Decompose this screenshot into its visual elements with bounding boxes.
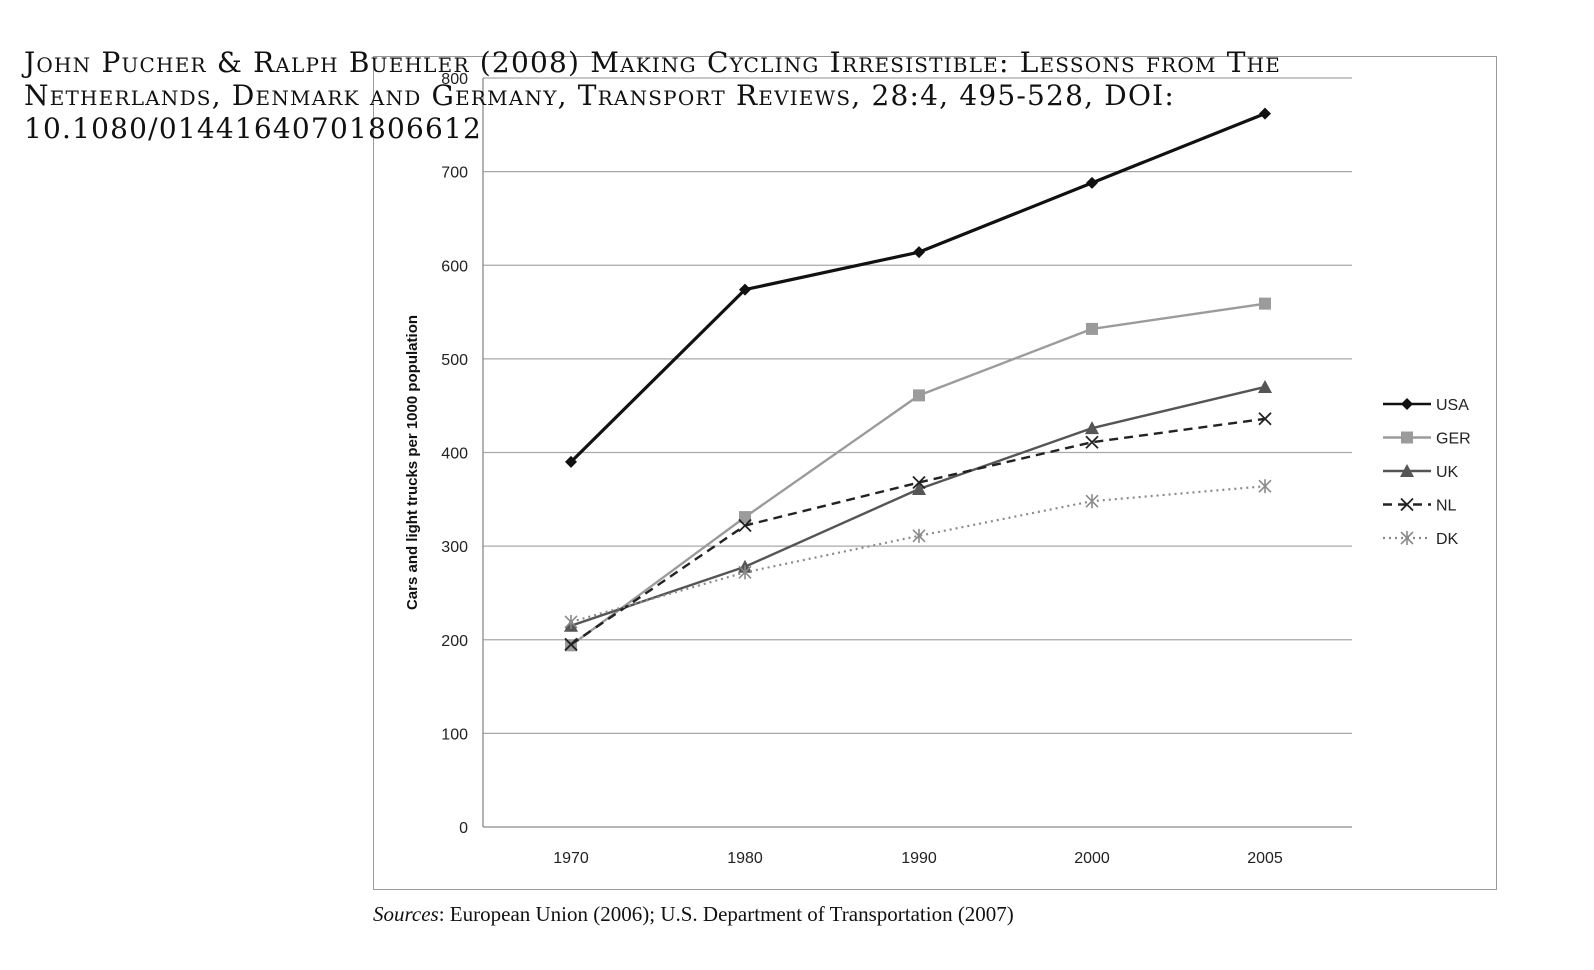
legend-marker-dk: [1400, 531, 1414, 545]
series-line-ger: [570, 302, 1266, 647]
series-ger: [565, 297, 1271, 652]
x-tick-label-2005: 2005: [1247, 850, 1283, 867]
legend-marker-usa: [1401, 398, 1413, 410]
x-tick-label-2000: 2000: [1074, 850, 1110, 867]
legend-item-dk: DK: [1383, 531, 1459, 548]
y-tick-label-0: 0: [459, 820, 468, 837]
point-nl-2000-stroke-b: [1085, 435, 1099, 449]
point-nl-2000: [1085, 435, 1099, 449]
legend-item-uk: UK: [1383, 464, 1459, 481]
legend-marker-nl-stroke-b: [1400, 497, 1414, 512]
point-usa-2005: [1259, 107, 1271, 120]
y-tick-label-600: 600: [441, 258, 468, 275]
point-ger-2000: [1086, 322, 1098, 335]
point-dk-1990: [912, 528, 926, 543]
citation-line-3: 10.1080/01441640701806612: [24, 112, 483, 145]
point-usa-1980: [739, 283, 751, 296]
y-tick-label-100: 100: [441, 726, 468, 743]
chart-frame: [373, 56, 1497, 890]
series-line-uk: [570, 385, 1266, 627]
point-nl-1970: [564, 637, 578, 652]
legend-item-usa: USA: [1383, 397, 1469, 414]
point-uk-2000: [1085, 421, 1099, 435]
point-usa-1990: [913, 246, 925, 259]
legend-label-nl: NL: [1436, 498, 1457, 515]
grid-layer: [483, 77, 1352, 734]
point-nl-1980: [738, 518, 752, 533]
axis-layer: 0 100 200 300 400 500 600 700 800 1970 1980 1990 200…: [404, 71, 1352, 867]
legend-label-ger: GER: [1436, 431, 1471, 448]
point-ger-1980: [739, 511, 751, 524]
y-tick-label-400: 400: [441, 446, 468, 463]
series-line-dk: [570, 485, 1266, 624]
legend-label-usa: USA: [1436, 397, 1469, 414]
point-usa-1970: [565, 455, 577, 468]
legend-marker-nl: [1400, 497, 1414, 512]
legend-label-uk: UK: [1436, 464, 1459, 481]
y-tick-label-300: 300: [441, 539, 468, 556]
point-nl-1970-stroke-b: [564, 637, 578, 652]
series-line-usa: [569, 112, 1266, 463]
legend: USA GER UK NL DK: [1383, 397, 1471, 548]
legend-label-dk: DK: [1436, 531, 1459, 548]
y-tick-label-500: 500: [441, 352, 468, 369]
series-line-nl: [570, 417, 1266, 646]
point-nl-1980-stroke-b: [738, 518, 752, 533]
citation-line-1: John Pucher & Ralph Buehler (2008) Makin…: [24, 46, 1282, 79]
sources-label: Sources: [373, 902, 439, 926]
point-nl-1990-stroke-b: [912, 475, 926, 490]
x-tick-label-1990: 1990: [901, 850, 937, 867]
y-tick-label-800: 800: [441, 71, 468, 88]
citation-line-2: Netherlands, Denmark and Germany, Transp…: [24, 79, 1175, 112]
point-ger-1990: [913, 389, 925, 402]
legend-item-ger: GER: [1383, 431, 1471, 448]
point-nl-2005-stroke-b: [1258, 412, 1272, 426]
point-dk-2005: [1258, 479, 1272, 494]
point-dk-1970: [564, 614, 578, 629]
point-ger-2005: [1259, 297, 1271, 310]
series-usa: [565, 107, 1271, 468]
point-dk-2000: [1085, 494, 1099, 509]
y-tick-label-700: 700: [441, 165, 468, 182]
point-uk-2005: [1258, 379, 1272, 393]
sources-text: : European Union (2006); U.S. Department…: [438, 902, 1014, 926]
sources-note: Sources: European Union (2006); U.S. Dep…: [373, 902, 1014, 927]
point-usa-2000: [1086, 176, 1098, 189]
series-nl: [564, 412, 1272, 652]
x-tick-label-1980: 1980: [727, 850, 763, 867]
y-tick-label-200: 200: [441, 633, 468, 650]
x-tick-label-1970: 1970: [553, 850, 589, 867]
citation: John Pucher & Ralph Buehler (2008) Makin…: [24, 46, 1424, 145]
point-nl-1990: [912, 475, 926, 490]
point-nl-2005: [1258, 412, 1272, 426]
y-axis-title: Cars and light trucks per 1000 populatio…: [404, 315, 421, 610]
point-dk-1980: [738, 565, 752, 580]
point-uk-1990: [912, 482, 926, 496]
legend-marker-uk: [1400, 464, 1414, 477]
series-layer: [564, 107, 1272, 652]
legend-marker-ger: [1401, 431, 1413, 444]
series-dk: [564, 479, 1272, 629]
legend-item-nl: NL: [1383, 498, 1457, 515]
